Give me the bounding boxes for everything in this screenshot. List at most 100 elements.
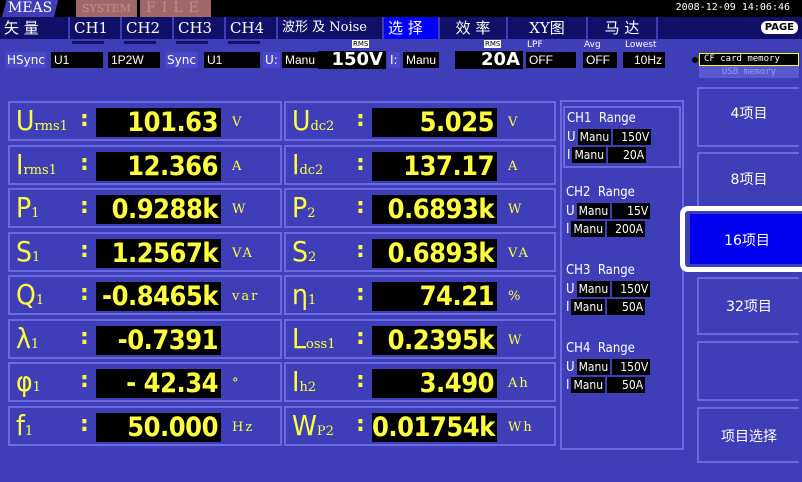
- u-mode: Manu: [576, 203, 611, 219]
- tab-efficiency[interactable]: 效 率: [440, 17, 508, 39]
- lpf-select[interactable]: OFF: [526, 52, 576, 68]
- i-mode: Manu: [572, 147, 607, 163]
- u-label: U: [566, 359, 575, 375]
- 4-items-button[interactable]: 4项目: [697, 87, 799, 147]
- symbol: U: [16, 104, 35, 137]
- measurement-value: 5.025: [372, 108, 497, 137]
- tab-ch4[interactable]: CH4: [226, 17, 278, 39]
- symbol-subscript: 1: [35, 293, 45, 308]
- u-range[interactable]: 150V: [318, 51, 386, 69]
- blank-button[interactable]: [697, 341, 799, 401]
- range-ch1: CH1 Range U Manu 150V I Manu 20A: [563, 106, 681, 168]
- symbol: η: [292, 278, 308, 311]
- unit: W: [508, 332, 524, 348]
- symbol-subscript: P2: [316, 423, 334, 439]
- colon: :: [80, 237, 89, 263]
- 32-items-button[interactable]: 32项目: [697, 277, 799, 335]
- sync-select[interactable]: U1: [204, 52, 260, 68]
- i-label: I: [567, 147, 571, 163]
- symbol: Q: [16, 278, 36, 311]
- u-label: U: [566, 203, 575, 219]
- avg-select[interactable]: OFF: [583, 52, 617, 68]
- unit: VA: [508, 245, 530, 261]
- i-mode: Manu: [571, 377, 606, 393]
- tab-waveform-noise[interactable]: 波形 及 Noise: [278, 17, 384, 39]
- item-select-button[interactable]: 项目选择: [697, 407, 799, 463]
- range-ch4: CH4 Range U Manu 150V I Manu 50A: [566, 340, 680, 394]
- measurement-row: Loss1 : 0.2395k W: [284, 318, 556, 359]
- symbol: I: [16, 147, 24, 181]
- symbol: P: [16, 191, 32, 224]
- measurement-value: -0.7391: [96, 325, 221, 355]
- measurement-row: S2 : 0.6893k VA: [284, 231, 556, 272]
- parameter-symbol: f1: [16, 408, 33, 450]
- i-range[interactable]: 20A: [455, 51, 523, 69]
- symbol-subscript: dc2: [299, 162, 324, 178]
- i-mode[interactable]: Manu: [403, 52, 440, 68]
- usb-memory[interactable]: USB memory: [699, 66, 799, 78]
- parameter-symbol: λ1: [16, 321, 39, 363]
- measurement-row: φ1 : - 42.34 °: [8, 362, 282, 402]
- colon: :: [356, 411, 365, 437]
- unit: A: [232, 158, 244, 174]
- symbol-subscript: 1: [32, 380, 41, 395]
- tab-xy[interactable]: XY图: [508, 17, 588, 39]
- measurement-value: 101.63: [96, 108, 221, 137]
- colon: :: [356, 237, 365, 263]
- symbol-subscript: 1: [32, 249, 41, 265]
- tab-ch1[interactable]: CH1: [70, 17, 122, 39]
- u-range: 150V: [612, 281, 651, 297]
- u-mode[interactable]: Manu: [282, 52, 319, 68]
- mode-tab-meas[interactable]: MEAS: [2, 0, 59, 17]
- tab-vector[interactable]: 矢 量: [0, 17, 70, 39]
- measurement-row: η1 : 74.21 %: [284, 275, 556, 315]
- mode-tab-file[interactable]: FILE: [140, 0, 211, 17]
- measurement-row: Q1 : -0.8465k var: [8, 275, 282, 315]
- i-mode: Manu: [571, 221, 606, 237]
- unit: Wh: [508, 419, 534, 435]
- i-label: I: [566, 377, 570, 393]
- page-button[interactable]: PAGE: [760, 21, 798, 34]
- parameter-symbol: Udc2: [292, 103, 334, 145]
- symbol-subscript: rms1: [34, 119, 68, 134]
- tab-ch2[interactable]: CH2: [122, 17, 174, 39]
- parameter-symbol: S1: [16, 234, 40, 276]
- measurement-value: 50.000: [96, 412, 221, 442]
- symbol-subscript: 2: [308, 249, 317, 265]
- mode-tab-system[interactable]: SYSTEM: [76, 0, 137, 17]
- symbol: S: [16, 234, 32, 268]
- tab-motor[interactable]: 马 达: [588, 17, 658, 39]
- colon: :: [356, 194, 365, 219]
- measurement-value: 0.01754k: [372, 412, 497, 442]
- symbol: I: [292, 147, 300, 181]
- wiring-select[interactable]: 1P2W: [108, 52, 160, 68]
- hsync-select[interactable]: U1: [51, 52, 103, 68]
- u-range: 150V: [613, 129, 652, 145]
- unit: A: [508, 158, 520, 174]
- i-label: I:: [388, 52, 400, 68]
- i-label: I: [566, 221, 570, 237]
- i-label: I: [566, 299, 570, 315]
- tab-select[interactable]: 选 择: [384, 17, 440, 39]
- cf-card-memory[interactable]: CF card memory: [699, 53, 799, 66]
- symbol-subscript: h2: [299, 380, 317, 395]
- range-title: CH2 Range: [566, 185, 635, 200]
- colon: :: [80, 368, 89, 393]
- measurement-row: λ1 : -0.7391: [8, 318, 282, 359]
- parameter-symbol: Irms1: [16, 147, 57, 189]
- measurement-row: WP2 : 0.01754k Wh: [284, 405, 556, 446]
- colon: :: [80, 281, 89, 306]
- tab-ch3[interactable]: CH3: [174, 17, 226, 39]
- symbol-subscript: rms1: [23, 162, 57, 178]
- unit: %: [508, 289, 523, 304]
- 8-items-button[interactable]: 8项目: [697, 152, 799, 208]
- measurement-value: 0.6893k: [372, 195, 497, 224]
- 16-items-button[interactable]: 16项目: [690, 214, 802, 264]
- unit: V: [508, 115, 520, 130]
- storage-indicator-icon: [692, 57, 698, 63]
- lowest-select[interactable]: 10Hz: [623, 52, 665, 68]
- unit: Ah: [508, 376, 530, 391]
- measurement-value: 74.21: [372, 282, 497, 311]
- parameter-symbol: Urms1: [16, 103, 68, 145]
- range-ch2: CH2 Range U Manu 15V I Manu 200A: [566, 184, 680, 238]
